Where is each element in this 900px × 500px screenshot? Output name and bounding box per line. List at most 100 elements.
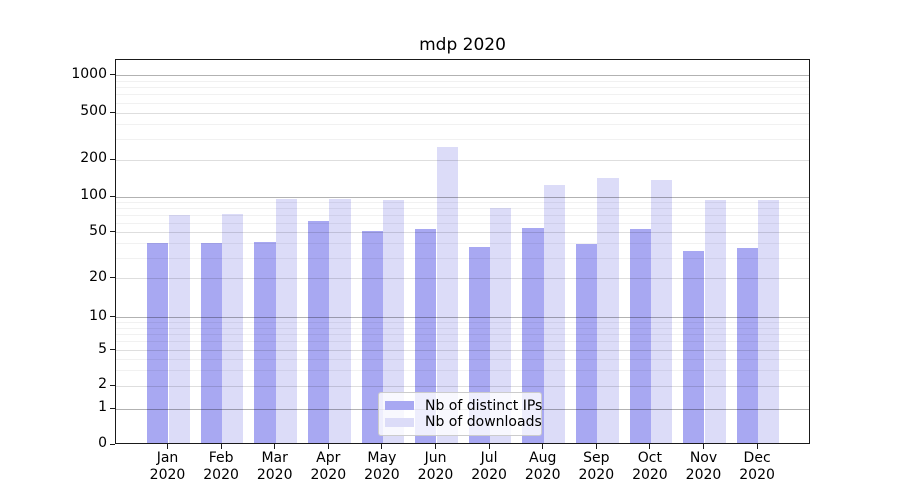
gridline-major (116, 317, 809, 318)
y-tick-mark (110, 349, 115, 350)
bar-downloads (329, 199, 351, 443)
chart-title: mdp 2020 (419, 35, 506, 55)
bar-downloads (597, 178, 619, 443)
legend-item-distinct-ips: Nb of distinct IPs (385, 399, 542, 413)
gridline-minor (116, 341, 809, 343)
x-tick-mark (167, 444, 168, 449)
y-tick-label: 200 (80, 150, 107, 166)
x-tick-label: Mar 2020 (256, 450, 293, 483)
y-tick-label: 0 (98, 435, 107, 451)
y-tick-label: 1 (98, 399, 107, 415)
gridline-major (116, 278, 809, 279)
bar-downloads (758, 200, 780, 443)
gridline-minor (116, 214, 809, 216)
bar-distinct-ips (200, 242, 223, 443)
x-tick-label: Nov 2020 (685, 450, 722, 483)
y-tick-mark (110, 407, 115, 409)
gridline-minor (116, 201, 809, 203)
x-tick-mark (595, 444, 597, 449)
x-tick-mark (542, 444, 544, 449)
y-tick-label: 2 (98, 376, 107, 392)
legend-swatch-downloads (385, 417, 414, 427)
bar-downloads (275, 199, 298, 443)
x-tick-mark (274, 444, 276, 449)
x-tick-label: Feb 2020 (203, 450, 239, 483)
y-tick-mark (110, 158, 115, 160)
x-tick-label: Sep 2020 (578, 450, 615, 483)
x-tick-mark (703, 444, 704, 449)
y-tick-mark (110, 277, 115, 278)
legend-label-distinct-ips: Nb of distinct IPs (425, 397, 543, 414)
x-tick-label: Aug 2020 (524, 450, 561, 483)
x-tick-mark (435, 444, 436, 449)
gridline-major (116, 196, 809, 198)
bar-distinct-ips (361, 230, 383, 443)
gridline-major (116, 385, 809, 387)
bar-distinct-ips (307, 221, 330, 443)
x-tick-label: May 2020 (364, 450, 400, 483)
bar-downloads (704, 200, 726, 443)
y-tick-label: 10 (89, 307, 107, 324)
y-tick-mark (110, 443, 115, 445)
y-tick-mark (110, 111, 115, 113)
bar-downloads (382, 200, 405, 443)
gridline-major (116, 350, 809, 351)
y-tick-mark (110, 384, 115, 386)
gridline-minor (116, 138, 809, 140)
gridline-minor (116, 102, 809, 104)
plot-area (115, 59, 810, 444)
x-tick-mark (649, 444, 651, 449)
bar-distinct-ips (147, 242, 169, 443)
gridline-minor (116, 322, 809, 324)
bar-distinct-ips (575, 244, 598, 443)
y-tick-mark (110, 74, 115, 75)
legend-item-downloads: Nb of downloads (385, 415, 542, 429)
legend-label-downloads: Nb of downloads (425, 414, 542, 431)
bar-downloads (436, 146, 458, 443)
bar-distinct-ips (629, 228, 651, 443)
gridline-minor (116, 94, 809, 96)
gridline-minor (116, 333, 809, 335)
y-tick-label: 100 (80, 187, 107, 203)
bars-layer (116, 60, 809, 443)
x-tick-label: Oct 2020 (632, 450, 668, 483)
x-tick-label: Dec 2020 (739, 450, 775, 483)
bar-downloads (650, 179, 673, 443)
y-tick-label: 50 (89, 222, 107, 239)
y-tick-mark (110, 195, 115, 197)
x-tick-label: Jun 2020 (417, 450, 454, 483)
gridline-minor (116, 257, 809, 259)
bar-downloads (490, 207, 512, 443)
bar-downloads (543, 184, 566, 443)
bar-distinct-ips (683, 251, 705, 443)
gridline-minor (116, 327, 809, 329)
gridline-minor (116, 243, 809, 245)
y-tick-label: 20 (89, 268, 107, 285)
gridline-minor (116, 87, 809, 89)
bar-downloads (222, 214, 244, 443)
y-tick-label: 5 (98, 340, 107, 357)
gridline-minor (116, 123, 809, 125)
gridline-minor (116, 222, 809, 224)
y-tick-mark (110, 231, 115, 232)
gridline-minor (116, 207, 809, 209)
bar-distinct-ips (736, 248, 759, 443)
gridline-major (116, 159, 809, 161)
gridline-major (116, 75, 809, 76)
x-tick-mark (220, 444, 222, 449)
x-tick-mark (327, 444, 329, 449)
legend-swatch-distinct-ips (385, 401, 414, 411)
y-tick-mark (110, 316, 115, 317)
x-tick-label: Jul 2020 (471, 450, 507, 483)
gridline-minor (116, 369, 809, 371)
bar-distinct-ips (522, 227, 544, 443)
x-tick-label: Apr 2020 (310, 450, 347, 483)
gridline-minor (116, 80, 809, 82)
grid-layer (116, 60, 809, 443)
x-tick-label: Jan 2020 (149, 450, 186, 483)
gridline-major (116, 232, 809, 233)
x-tick-mark (381, 444, 383, 449)
gridline-major (116, 112, 809, 114)
y-tick-label: 500 (80, 103, 107, 119)
